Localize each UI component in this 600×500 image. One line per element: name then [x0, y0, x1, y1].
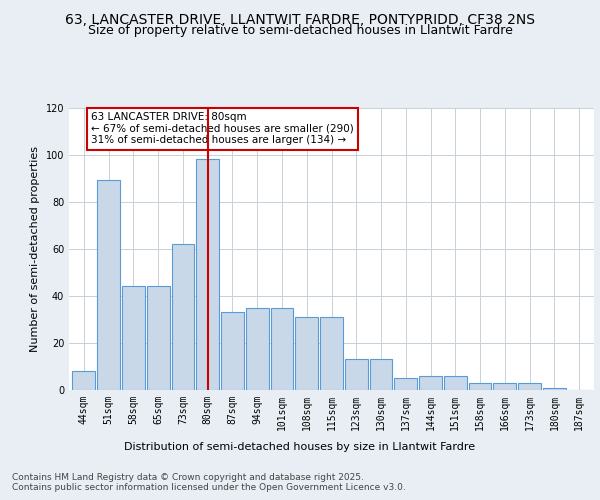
Bar: [196, 160, 219, 390]
Bar: [543, 388, 566, 390]
Bar: [419, 376, 442, 390]
Bar: [295, 317, 318, 390]
Text: Distribution of semi-detached houses by size in Llantwit Fardre: Distribution of semi-detached houses by …: [124, 442, 476, 452]
Bar: [518, 383, 541, 390]
Y-axis label: Number of semi-detached properties: Number of semi-detached properties: [30, 146, 40, 352]
Bar: [493, 383, 516, 390]
Bar: [444, 376, 467, 390]
Bar: [370, 360, 392, 390]
Bar: [394, 378, 417, 390]
Bar: [97, 180, 120, 390]
Bar: [73, 371, 95, 390]
Text: Contains public sector information licensed under the Open Government Licence v3: Contains public sector information licen…: [12, 484, 406, 492]
Bar: [469, 383, 491, 390]
Bar: [271, 308, 293, 390]
Text: Contains HM Land Registry data © Crown copyright and database right 2025.: Contains HM Land Registry data © Crown c…: [12, 472, 364, 482]
Text: 63, LANCASTER DRIVE, LLANTWIT FARDRE, PONTYPRIDD, CF38 2NS: 63, LANCASTER DRIVE, LLANTWIT FARDRE, PO…: [65, 12, 535, 26]
Bar: [122, 286, 145, 390]
Text: 63 LANCASTER DRIVE: 80sqm
← 67% of semi-detached houses are smaller (290)
31% of: 63 LANCASTER DRIVE: 80sqm ← 67% of semi-…: [91, 112, 354, 146]
Bar: [172, 244, 194, 390]
Bar: [246, 308, 269, 390]
Text: Size of property relative to semi-detached houses in Llantwit Fardre: Size of property relative to semi-detach…: [88, 24, 512, 37]
Bar: [147, 286, 170, 390]
Bar: [221, 312, 244, 390]
Bar: [320, 317, 343, 390]
Bar: [345, 360, 368, 390]
